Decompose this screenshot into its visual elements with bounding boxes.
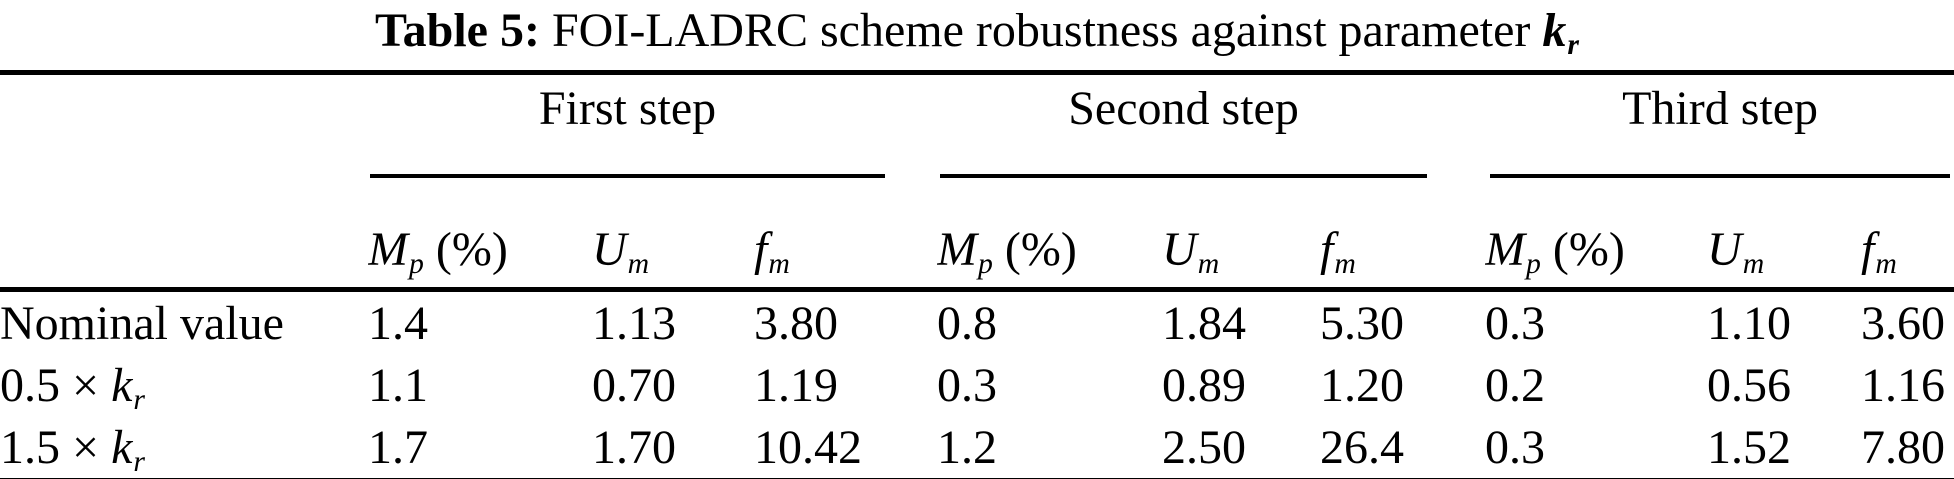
cell: 0.2 [1485,358,1546,412]
table-row: 0.5 × kr 1.1 0.70 1.19 0.3 0.89 1.20 0.2… [0,354,1954,416]
caption-param-subscript: r [1567,28,1579,62]
cell: 1.10 [1707,296,1792,350]
group-label-second: Second step [1068,82,1299,135]
group-cell-second-step: Second step [937,73,1485,178]
group-label-third: Third step [1622,82,1819,135]
header-fm-2: fm [1320,178,1486,292]
group-label-first: First step [538,82,717,135]
cell: 5.30 [1320,296,1405,350]
stub-cell [0,73,368,179]
cell: 0.56 [1707,358,1792,412]
row-label: Nominal value [0,296,284,350]
cell: 0.8 [937,296,998,350]
table-row: 1.5 × kr 1.7 1.70 10.42 1.2 2.50 26.4 0.… [0,416,1954,479]
group-header-row: First step Second step Third step [0,73,1954,179]
column-header-row: Mp (%) Um fm Mp (%) Um fm Mp (%) Um fm [0,178,1954,292]
header-um-3: Um [1707,178,1862,292]
cell: 1.4 [368,296,428,350]
cell: 1.84 [1162,296,1247,350]
caption-label: Table 5: [375,4,540,57]
cell: 0.3 [937,358,998,412]
group-cell-third-step: Third step [1485,73,1954,178]
cell: 26.4 [1320,420,1405,474]
cell: 3.80 [754,296,838,350]
table-caption: Table 5: FOI-LADRC scheme robustness aga… [0,0,1954,70]
cell: 1.70 [592,420,676,474]
cell: 7.80 [1861,420,1946,474]
row-label: 0.5 × kr [0,358,145,416]
cell: 0.89 [1162,358,1247,412]
robustness-table: First step Second step Third step Mp (%)… [0,70,1954,479]
cell: 1.7 [368,420,428,474]
header-fm-3: fm [1861,178,1954,292]
cell: 3.60 [1861,296,1946,350]
cell: 10.42 [754,420,862,474]
header-fm-1: fm [754,178,938,292]
cell: 1.19 [754,358,838,412]
stub-cell [0,178,368,292]
group-rule-first: First step [370,75,886,178]
cell: 1.20 [1320,358,1405,412]
cell: 1.16 [1861,358,1946,412]
cell: 1.2 [937,420,998,474]
caption-param-symbol: k [1542,4,1567,57]
header-um-2: Um [1162,178,1321,292]
group-rule-second: Second step [940,75,1428,178]
header-mp-2: Mp (%) [937,178,1163,292]
row-label: 1.5 × kr [0,420,145,478]
cell: 0.70 [592,358,676,412]
header-um-1: Um [592,178,754,292]
cell: 1.13 [592,296,676,350]
cell: 2.50 [1162,420,1247,474]
table-row: Nominal value 1.4 1.13 3.80 0.8 1.84 5.3… [0,290,1954,355]
cell: 1.1 [368,358,428,412]
group-rule-third: Third step [1490,75,1951,178]
header-mp-1: Mp (%) [368,178,592,292]
cell: 0.3 [1485,296,1546,350]
header-mp-3: Mp (%) [1485,178,1708,292]
cell: 1.52 [1707,420,1792,474]
cell: 0.3 [1485,420,1546,474]
caption-text: FOI-LADRC scheme robustness against para… [551,4,1531,57]
group-cell-first-step: First step [368,73,937,178]
